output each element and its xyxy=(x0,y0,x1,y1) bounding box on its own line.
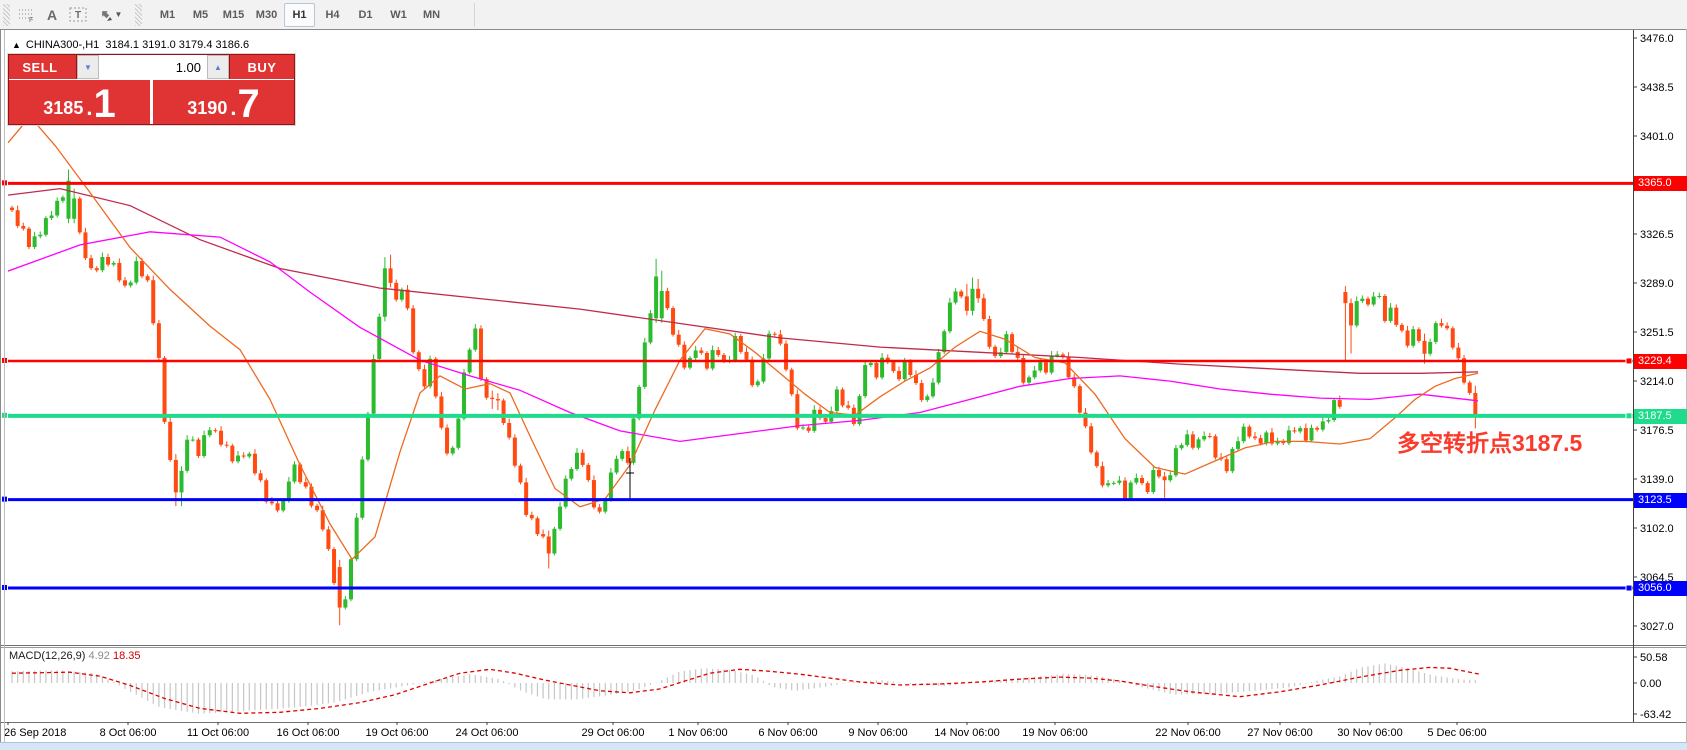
tf-button-m30[interactable]: M30 xyxy=(255,8,278,21)
tf-button-h4[interactable]: H4 xyxy=(325,8,340,21)
macd-signal-line xyxy=(11,666,1481,714)
svg-text:3176.5: 3176.5 xyxy=(1640,425,1674,437)
svg-text:-63.42: -63.42 xyxy=(1640,709,1671,721)
price-level-badge: 3123.5 xyxy=(1634,493,1687,508)
tf-button-m5[interactable]: M5 xyxy=(192,8,209,21)
macd-pane xyxy=(11,663,1481,714)
arrows-tool-icon[interactable]: ▼ xyxy=(91,3,129,27)
tf-button-d1[interactable]: D1 xyxy=(358,8,373,21)
ask-decimal: 7 xyxy=(237,82,260,126)
ma-fast-orange xyxy=(8,115,1479,561)
svg-text:50.58: 50.58 xyxy=(1640,652,1668,664)
price-divider xyxy=(150,80,153,124)
macd-signal-value: 18.35 xyxy=(112,650,141,662)
chart-annotation-text: 多空转折点3187.5 xyxy=(1397,430,1583,456)
status-strip xyxy=(0,742,1687,750)
text-tool-icon[interactable]: A xyxy=(46,6,58,23)
svg-text:3476.0: 3476.0 xyxy=(1640,33,1674,45)
volume-control: ▼ ▲ xyxy=(76,55,230,79)
fibonacci-tool-icon[interactable]: F xyxy=(13,3,39,27)
candles-group xyxy=(10,169,1478,626)
bid-int: 3185 xyxy=(43,98,84,118)
price-level-badge: 3187.5 xyxy=(1634,409,1687,424)
price-chart-canvas[interactable]: 3476.0 3438.5 3401.0 3326.5 3289.0 3251.5 3214… xyxy=(0,29,1687,749)
price-level-badge: 3229.4 xyxy=(1634,354,1687,369)
svg-text:3401.0: 3401.0 xyxy=(1640,131,1674,143)
svg-text:29 Oct 06:00: 29 Oct 06:00 xyxy=(582,727,645,739)
bid-price-display[interactable]: 3185. 1 xyxy=(9,80,150,124)
toolbar: F A T ▼ M1 M5 M15 M30 H1 H4 D1 W1 xyxy=(0,0,1687,30)
svg-text:3139.0: 3139.0 xyxy=(1640,474,1674,486)
window-border xyxy=(0,29,1,744)
chart-title-text: CHINA300-,H1 3184.1 3191.0 3179.4 3186.6 xyxy=(25,39,250,51)
window-border xyxy=(4,29,5,744)
toolbar-separator xyxy=(474,2,475,27)
toolbar-gripper[interactable] xyxy=(135,3,142,26)
svg-text:19 Nov 06:00: 19 Nov 06:00 xyxy=(1022,727,1087,739)
svg-text:3289.0: 3289.0 xyxy=(1640,278,1674,290)
svg-text:19 Oct 06:00: 19 Oct 06:00 xyxy=(366,727,429,739)
svg-text:3102.0: 3102.0 xyxy=(1640,523,1674,535)
timeframe-group: M1 M5 M15 M30 H1 H4 D1 W1 MN xyxy=(151,2,448,27)
macd-indicator-label: MACD(12,26,9) 4.92 18.35 xyxy=(9,650,141,662)
dropdown-caret-icon: ▼ xyxy=(114,10,123,19)
bid-decimal: 1 xyxy=(93,82,116,126)
ask-price-display[interactable]: 3190. 7 xyxy=(153,80,294,124)
svg-text:3214.0: 3214.0 xyxy=(1640,376,1674,388)
volume-input[interactable] xyxy=(99,55,207,79)
svg-text:3027.0: 3027.0 xyxy=(1640,621,1674,633)
svg-text:26 Sep 2018: 26 Sep 2018 xyxy=(4,727,66,739)
chart-title: ▲ CHINA300-,H1 3184.1 3191.0 3179.4 3186.… xyxy=(12,39,249,51)
macd-value: 4.92 xyxy=(88,650,110,662)
svg-text:24 Oct 06:00: 24 Oct 06:00 xyxy=(456,727,519,739)
svg-text:0.00: 0.00 xyxy=(1640,678,1661,690)
buy-button[interactable]: BUY xyxy=(247,59,277,75)
label-tool-icon[interactable]: T xyxy=(65,3,91,27)
chart-window: 3476.0 3438.5 3401.0 3326.5 3289.0 3251.5 3214… xyxy=(0,29,1687,750)
svg-text:22 Nov 06:00: 22 Nov 06:00 xyxy=(1155,727,1220,739)
axis-frame xyxy=(0,30,1687,723)
svg-text:5 Dec 06:00: 5 Dec 06:00 xyxy=(1427,727,1486,739)
collapse-marker-icon[interactable]: ▲ xyxy=(12,40,21,50)
price-level-badge: 3365.0 xyxy=(1634,176,1687,191)
svg-text:3326.5: 3326.5 xyxy=(1640,229,1674,241)
svg-text:16 Oct 06:00: 16 Oct 06:00 xyxy=(277,727,340,739)
toolbar-gripper[interactable] xyxy=(3,3,10,26)
svg-text:14 Nov 06:00: 14 Nov 06:00 xyxy=(934,727,999,739)
one-click-trade-panel: SELL ▼ ▲ BUY 3185.1 3190.7 xyxy=(8,54,295,125)
svg-text:30 Nov 06:00: 30 Nov 06:00 xyxy=(1337,727,1402,739)
main-pane xyxy=(8,115,1479,626)
tf-button-w1[interactable]: W1 xyxy=(390,8,407,21)
price-level-badge: 3056.0 xyxy=(1634,581,1687,596)
svg-text:F: F xyxy=(29,17,33,22)
volume-increase-button[interactable]: ▲ xyxy=(207,55,229,79)
svg-text:3438.5: 3438.5 xyxy=(1640,82,1674,94)
ma-slow-crimson xyxy=(8,187,1479,374)
time-axis[interactable]: 26 Sep 2018 8 Oct 06:00 11 Oct 06:00 16 Oct… xyxy=(4,722,1487,739)
level-lines-group xyxy=(2,180,1633,592)
tf-button-m1[interactable]: M1 xyxy=(159,8,176,21)
tf-button-h1[interactable]: H1 xyxy=(284,2,315,27)
svg-text:6 Nov 06:00: 6 Nov 06:00 xyxy=(758,727,817,739)
bid-dot: . xyxy=(86,95,93,120)
svg-text:8 Oct 06:00: 8 Oct 06:00 xyxy=(100,727,157,739)
window-border xyxy=(0,29,1687,30)
svg-text:T: T xyxy=(75,10,81,21)
macd-name: MACD(12,26,9) xyxy=(9,650,86,662)
ask-dot: . xyxy=(230,95,237,120)
ma-mid-magenta xyxy=(8,231,1479,443)
svg-text:1 Nov 06:00: 1 Nov 06:00 xyxy=(668,727,727,739)
tf-button-mn[interactable]: MN xyxy=(422,8,441,21)
sell-button[interactable]: SELL xyxy=(22,59,58,75)
volume-decrease-button[interactable]: ▼ xyxy=(77,55,99,79)
price-axis[interactable]: 3476.0 3438.5 3401.0 3326.5 3289.0 3251.5 3214… xyxy=(1633,33,1674,721)
ask-int: 3190 xyxy=(187,98,228,118)
svg-text:9 Nov 06:00: 9 Nov 06:00 xyxy=(848,727,907,739)
svg-text:11 Oct 06:00: 11 Oct 06:00 xyxy=(187,727,249,739)
svg-text:27 Nov 06:00: 27 Nov 06:00 xyxy=(1247,727,1312,739)
tf-button-m15[interactable]: M15 xyxy=(222,8,245,21)
svg-text:3251.5: 3251.5 xyxy=(1640,327,1674,339)
